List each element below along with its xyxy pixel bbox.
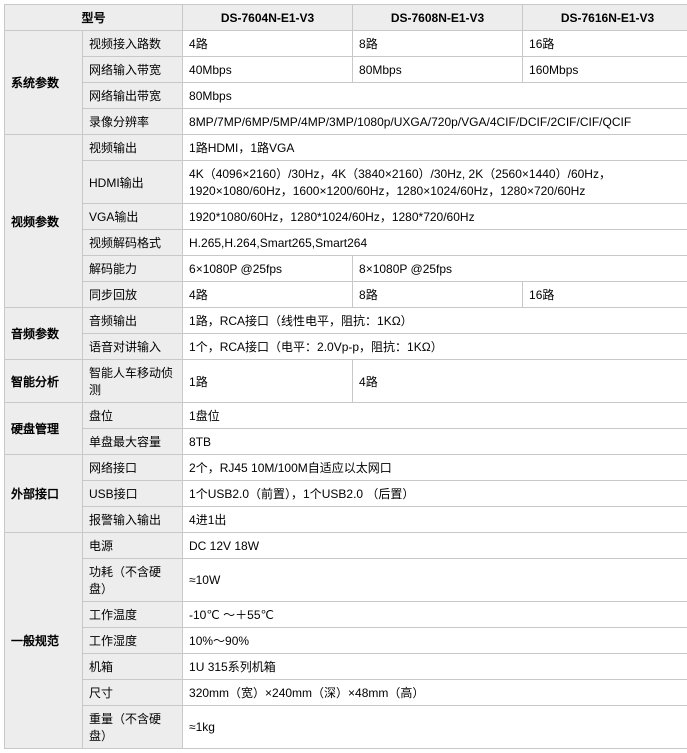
val-audio-out: 1路，RCA接口（线性电平，阻抗：1KΩ） xyxy=(183,308,687,334)
val-video-in-3: 16路 xyxy=(523,31,687,57)
label-power: 电源 xyxy=(83,533,183,559)
val-bay: 1盘位 xyxy=(183,403,687,429)
cat-audio: 音频参数 xyxy=(5,308,83,360)
label-weight: 重量（不含硬盘） xyxy=(83,706,183,749)
label-video-in: 视频接入路数 xyxy=(83,31,183,57)
model-1: DS-7604N-E1-V3 xyxy=(183,5,353,31)
val-rec-res: 8MP/7MP/6MP/5MP/4MP/3MP/1080p/UXGA/720p/… xyxy=(183,109,687,135)
val-net-in-1: 40Mbps xyxy=(183,57,353,83)
val-alarm: 4进1出 xyxy=(183,507,687,533)
cat-gen: 一般规范 xyxy=(5,533,83,749)
label-dec-fmt: 视频解码格式 xyxy=(83,230,183,256)
label-video-out: 视频输出 xyxy=(83,135,183,161)
label-net-in: 网络输入带宽 xyxy=(83,57,183,83)
model-header: 型号 xyxy=(5,5,183,31)
model-2: DS-7608N-E1-V3 xyxy=(353,5,523,31)
label-vga: VGA输出 xyxy=(83,204,183,230)
label-dec-cap: 解码能力 xyxy=(83,256,183,282)
val-vga: 1920*1080/60Hz，1280*1024/60Hz，1280*720/6… xyxy=(183,204,687,230)
val-net-if: 2个，RJ45 10M/100M自适应以太网口 xyxy=(183,455,687,481)
label-sync: 同步回放 xyxy=(83,282,183,308)
val-case: 1U 315系列机箱 xyxy=(183,654,687,680)
val-video-in-1: 4路 xyxy=(183,31,353,57)
label-motion: 智能人车移动侦测 xyxy=(83,360,183,403)
label-case: 机箱 xyxy=(83,654,183,680)
val-video-out: 1路HDMI，1路VGA xyxy=(183,135,687,161)
cat-ext: 外部接口 xyxy=(5,455,83,533)
label-alarm: 报警输入输出 xyxy=(83,507,183,533)
label-net-out: 网络输出带宽 xyxy=(83,83,183,109)
cat-hdd: 硬盘管理 xyxy=(5,403,83,455)
val-hum: 10%～90% xyxy=(183,628,687,654)
val-usb: 1个USB2.0（前置），1个USB2.0 （后置） xyxy=(183,481,687,507)
val-hdmi: 4K（4096×2160）/30Hz，4K（3840×2160）/30Hz, 2… xyxy=(183,161,687,204)
label-hum: 工作湿度 xyxy=(83,628,183,654)
label-hdmi: HDMI输出 xyxy=(83,161,183,204)
label-audio-out: 音频输出 xyxy=(83,308,183,334)
label-net-if: 网络接口 xyxy=(83,455,183,481)
val-weight: ≈1kg xyxy=(183,706,687,749)
val-sync-1: 4路 xyxy=(183,282,353,308)
val-max: 8TB xyxy=(183,429,687,455)
val-motion-2: 4路 xyxy=(353,360,687,403)
cat-video: 视频参数 xyxy=(5,135,83,308)
val-net-out: 80Mbps xyxy=(183,83,687,109)
label-watt: 功耗（不含硬盘） xyxy=(83,559,183,602)
cat-sys: 系统参数 xyxy=(5,31,83,135)
val-net-in-2: 80Mbps xyxy=(353,57,523,83)
val-video-in-2: 8路 xyxy=(353,31,523,57)
val-dec-cap-1: 6×1080P @25fps xyxy=(183,256,353,282)
val-dec-fmt: H.265,H.264,Smart265,Smart264 xyxy=(183,230,687,256)
val-sync-2: 8路 xyxy=(353,282,523,308)
label-temp: 工作温度 xyxy=(83,602,183,628)
label-size: 尺寸 xyxy=(83,680,183,706)
val-size: 320mm（宽）×240mm（深）×48mm（高） xyxy=(183,680,687,706)
label-bay: 盘位 xyxy=(83,403,183,429)
label-max: 单盘最大容量 xyxy=(83,429,183,455)
val-sync-3: 16路 xyxy=(523,282,687,308)
val-power: DC 12V 18W xyxy=(183,533,687,559)
model-3: DS-7616N-E1-V3 xyxy=(523,5,687,31)
val-dec-cap-2: 8×1080P @25fps xyxy=(353,256,687,282)
val-net-in-3: 160Mbps xyxy=(523,57,687,83)
val-motion-1: 1路 xyxy=(183,360,353,403)
label-usb: USB接口 xyxy=(83,481,183,507)
val-talk: 1个，RCA接口（电平：2.0Vp-p，阻抗：1KΩ） xyxy=(183,334,687,360)
label-talk: 语音对讲输入 xyxy=(83,334,183,360)
header-row: 型号 DS-7604N-E1-V3 DS-7608N-E1-V3 DS-7616… xyxy=(5,5,687,31)
cat-smart: 智能分析 xyxy=(5,360,83,403)
val-watt: ≈10W xyxy=(183,559,687,602)
spec-table: 型号 DS-7604N-E1-V3 DS-7608N-E1-V3 DS-7616… xyxy=(4,4,687,749)
val-temp: -10℃ ～＋55℃ xyxy=(183,602,687,628)
label-rec-res: 录像分辨率 xyxy=(83,109,183,135)
